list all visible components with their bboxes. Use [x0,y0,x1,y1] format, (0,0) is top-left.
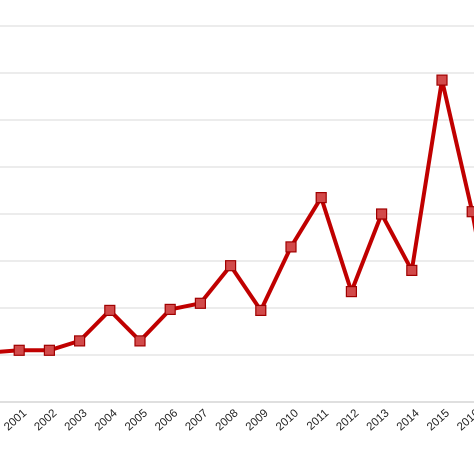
x-tick-label-2016: 2016 [455,407,474,433]
x-tick-label-2007: 2007 [183,407,210,433]
x-tick-label-2002: 2002 [32,407,59,433]
gridlines [0,25,474,356]
x-tick-label-2009: 2009 [244,407,271,433]
x-tick-label-2010: 2010 [274,407,301,433]
x-tick-label-2008: 2008 [214,407,241,433]
data-point-2006[interactable] [164,303,176,315]
series-line-0 [0,78,474,354]
data-point-2014[interactable] [406,264,418,276]
data-point-2008[interactable] [225,260,237,272]
x-tick-label-2014: 2014 [395,407,422,433]
x-tick-label-2004: 2004 [93,407,120,433]
data-point-2009[interactable] [255,304,267,316]
data-point-2013[interactable] [376,208,388,220]
data-point-2016[interactable] [466,206,474,218]
data-point-2007[interactable] [194,297,206,309]
x-tick-label-2015: 2015 [425,407,452,433]
series-layer [0,78,474,354]
x-tick-label-2011: 2011 [305,407,331,432]
x-tick-label-2013: 2013 [365,407,392,433]
x-tick-label-2001: 2001 [2,407,29,433]
data-point-2001[interactable] [13,344,25,356]
x-tick-label-2005: 2005 [123,407,150,433]
data-point-2015[interactable] [436,74,448,86]
data-point-2012[interactable] [345,286,357,298]
data-point-2011[interactable] [315,192,327,204]
data-point-2003[interactable] [73,335,86,347]
x-tick-label-2003: 2003 [63,407,90,433]
data-point-2004[interactable] [104,304,116,316]
data-point-2005[interactable] [134,335,146,347]
x-tick-label-2012: 2012 [334,407,361,433]
x-tick-label-2006: 2006 [153,407,180,433]
x-tick-labels: 2001 2002 2003 2004 2005 2006 2007 2008 2009 2010… [2,407,474,433]
marker-layer [13,74,474,356]
data-point-2002[interactable] [43,344,56,356]
data-point-2010[interactable] [285,241,297,253]
